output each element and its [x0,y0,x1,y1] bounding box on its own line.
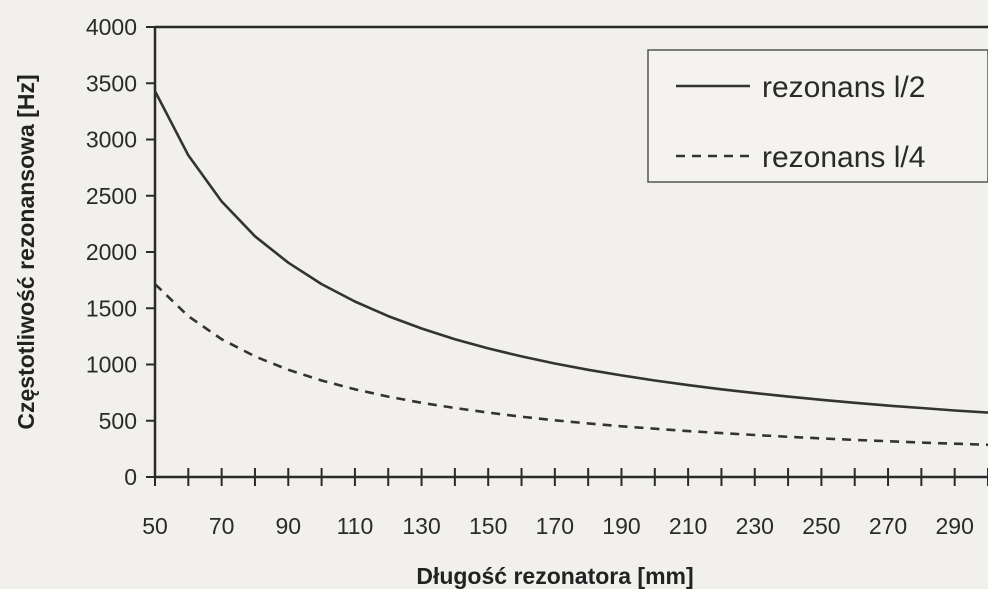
y-tick-label: 4000 [86,14,137,40]
y-tick-label: 2500 [86,183,137,209]
x-tick-label: 270 [869,513,907,539]
x-tick-label: 150 [469,513,507,539]
y-tick-label: 0 [124,464,137,490]
x-tick-label: 70 [209,513,235,539]
legend-box [647,49,988,183]
x-tick-label: 170 [536,513,574,539]
x-axis-title: Długość rezonatora [mm] [416,563,693,589]
y-tick-label: 1500 [86,295,137,321]
legend-label-1: rezonans l/2 [762,71,925,104]
x-tick-label: 110 [337,513,374,539]
series-line-2 [154,283,988,447]
y-tick-label: 3500 [86,70,137,96]
x-tick-label: 90 [275,513,301,539]
x-tick-label: 230 [736,513,774,539]
x-tick-label: 210 [669,513,707,539]
y-tick-label: 1000 [86,352,137,378]
legend-label-2: rezonans l/4 [762,141,925,174]
x-tick-label: 290 [935,513,973,539]
y-tick-label: 2000 [86,239,137,265]
series-line-1 [153,90,988,414]
y-axis-title: Częstotliwość rezonansowa [Hz] [13,74,39,429]
x-tick-label: 250 [802,513,840,539]
y-tick-label: 3000 [86,127,137,153]
x-tick-label: 50 [142,513,168,539]
x-tick-label: 190 [602,513,640,539]
y-tick-label: 500 [99,408,137,434]
x-tick-label: 130 [402,513,440,539]
